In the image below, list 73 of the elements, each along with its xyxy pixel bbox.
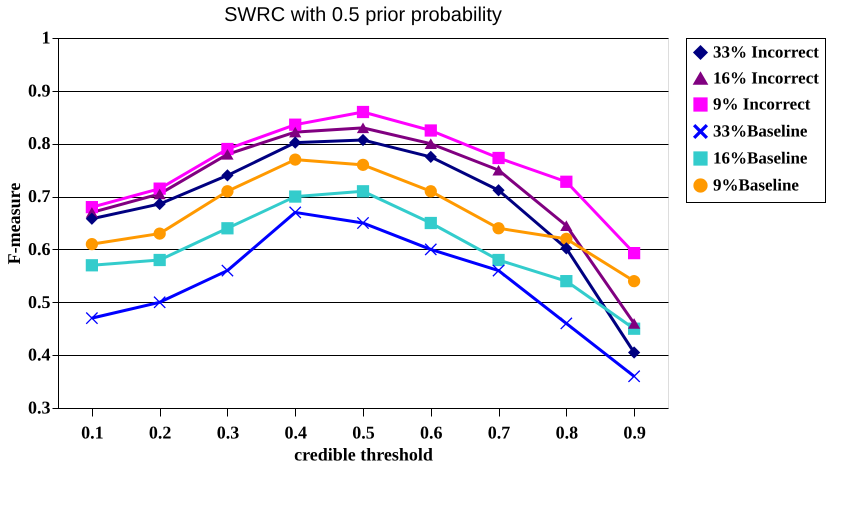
y-tick-label: 0.3 [28, 398, 50, 418]
point [221, 264, 234, 277]
point [628, 275, 640, 288]
point [221, 148, 234, 160]
legend-label: 16%Baseline [713, 148, 808, 168]
point [628, 370, 640, 382]
point [154, 227, 166, 240]
point [492, 264, 505, 277]
x-tick-label: 0.7 [488, 422, 510, 442]
y-tick-label: 0.8 [28, 133, 50, 154]
legend-label: 16% Incorrect [713, 68, 820, 88]
legend-label: 9%Baseline [713, 176, 800, 194]
legend-label: 33%Baseline [713, 122, 808, 140]
point [424, 124, 437, 137]
point [289, 126, 302, 138]
point [356, 122, 370, 134]
point [560, 317, 572, 330]
point [424, 243, 437, 256]
x-tick-label: 0.2 [148, 422, 172, 442]
point [221, 169, 234, 182]
point [289, 206, 302, 219]
point [628, 346, 640, 359]
point [154, 188, 166, 200]
point [154, 296, 166, 308]
point [560, 232, 572, 245]
y-tick-label: 0.4 [28, 344, 50, 365]
point [560, 242, 572, 254]
point [356, 106, 370, 118]
legend-label: 33% Incorrect [713, 42, 820, 62]
point [356, 158, 370, 171]
point [289, 136, 302, 149]
y-tick-label: 0.6 [28, 238, 50, 259]
point [424, 138, 437, 150]
point [424, 185, 437, 198]
x-tick-label: 0.5 [352, 422, 375, 442]
point [492, 152, 505, 164]
point [424, 216, 437, 230]
y-tick-label: 0.9 [28, 80, 50, 100]
x-tick-label: 0.8 [556, 422, 578, 442]
y-tick-label: 1 [42, 28, 50, 48]
x-tick-label: 0.3 [216, 422, 240, 442]
point [492, 254, 505, 266]
point [356, 185, 370, 198]
x-axis-title: credible threshold [294, 444, 433, 464]
point [86, 212, 98, 225]
point [424, 150, 437, 164]
point [560, 275, 572, 288]
point [628, 318, 640, 329]
y-axis-title: F-measure [4, 182, 24, 264]
point [221, 222, 234, 234]
point [154, 198, 166, 210]
point [356, 134, 370, 146]
chart-title: SWRC with 0.5 prior probability [224, 4, 502, 26]
y-tick-label: 0.5 [28, 292, 50, 312]
point [154, 254, 166, 266]
point [289, 118, 302, 131]
legend-label: 9% Incorrect [713, 94, 811, 114]
point [86, 238, 98, 250]
y-tick-label: 0.7 [28, 186, 50, 206]
point [289, 153, 302, 166]
point [86, 259, 98, 272]
point [492, 222, 505, 234]
point [628, 247, 640, 260]
x-tick-label: 0.4 [284, 422, 307, 442]
point [289, 190, 302, 203]
x-tick-label: 0.9 [623, 422, 646, 442]
point [560, 220, 572, 231]
x-tick-label: 0.6 [420, 422, 443, 442]
point [221, 185, 234, 198]
x-tick-label: 0.1 [81, 422, 104, 442]
point [560, 176, 572, 188]
point [492, 184, 505, 196]
point [86, 312, 98, 324]
